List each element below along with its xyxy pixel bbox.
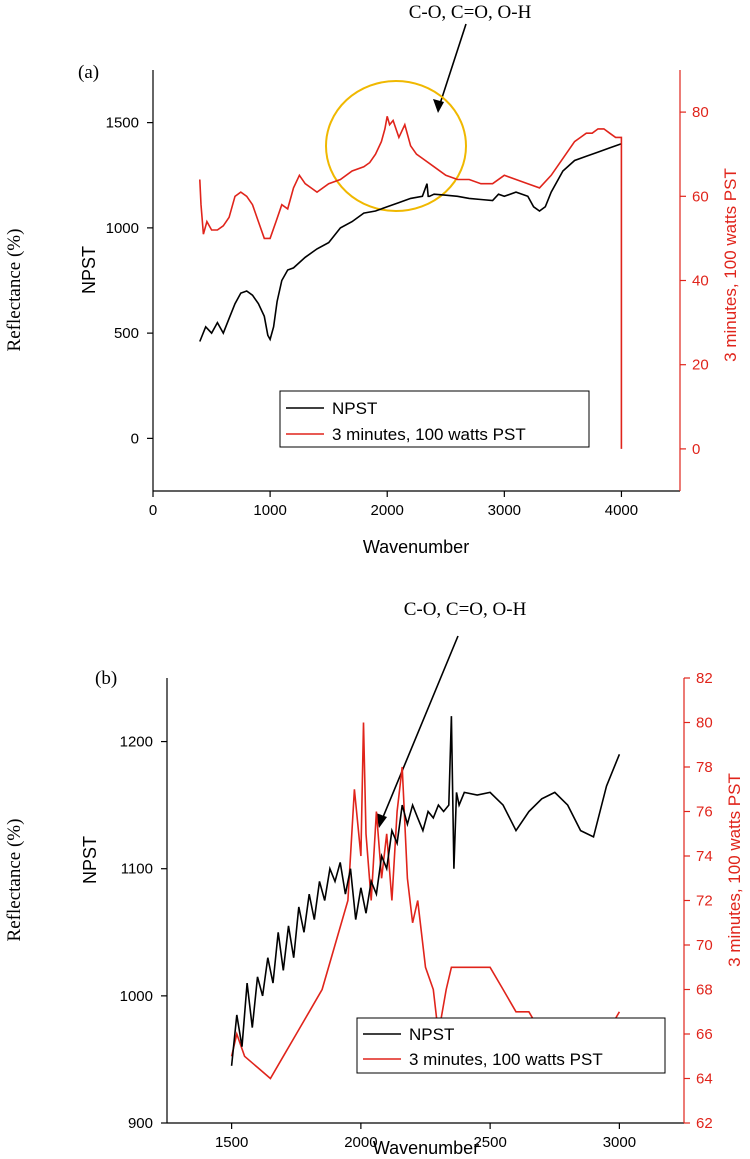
panel-a-legend: NPST 3 minutes, 100 watts PST — [279, 390, 590, 448]
panel-b-y-ticks: 900 1000 1100 1200 — [120, 734, 167, 1132]
y-tick-label: 1000 — [120, 988, 153, 1005]
y2-tick-label: 62 — [696, 1115, 713, 1132]
x-tick-label: 1500 — [215, 1134, 248, 1151]
panel-b-xlabel: Wavenumber — [373, 1138, 479, 1158]
panel-a-y2label: 3 minutes, 100 watts PST — [721, 168, 740, 362]
panel-a-pst-line — [199, 116, 623, 449]
panel-a-side-label: Reflectance (%) — [4, 229, 25, 352]
panel-a-xlabel: Wavenumber — [363, 537, 469, 557]
y2-tick-label: 0 — [692, 441, 700, 458]
panel-a-arrowhead — [433, 99, 444, 113]
y2-tick-label: 82 — [696, 670, 713, 687]
y-tick-label: 500 — [114, 325, 139, 342]
y2-tick-label: 80 — [696, 715, 713, 732]
panel-a-y-ticks: 0 500 1000 1500 — [106, 115, 153, 447]
y2-tick-label: 60 — [692, 188, 709, 205]
y2-tick-label: 66 — [696, 1026, 713, 1043]
y2-tick-label: 80 — [692, 104, 709, 121]
panel-b-annotation-arrow — [380, 635, 459, 823]
y2-tick-label: 78 — [696, 759, 713, 776]
panel-a-legend-box — [279, 390, 590, 448]
panel-b-y2-ticks: 62 64 66 68 70 72 74 76 78 80 82 — [684, 670, 713, 1132]
y2-tick-label: 74 — [696, 848, 713, 865]
y-tick-label: 1500 — [106, 115, 139, 132]
panel-a-highlight-circle — [325, 80, 467, 212]
y2-tick-label: 40 — [692, 273, 709, 290]
panel-a-legend-pst: 3 minutes, 100 watts PST — [332, 425, 526, 444]
panel-b-pst-line — [230, 722, 621, 1080]
x-tick-label: 0 — [149, 502, 157, 519]
panel-b-label: (b) — [95, 668, 117, 689]
panel-b-side-label: Reflectance (%) — [4, 819, 25, 942]
panel-b-legend: NPST 3 minutes, 100 watts PST — [356, 1017, 666, 1074]
y2-tick-label: 70 — [696, 937, 713, 954]
panel-a-legend-npst: NPST — [332, 399, 377, 418]
panel-b-legend-box — [356, 1017, 666, 1074]
y-tick-label: 1200 — [120, 734, 153, 751]
y2-tick-label: 72 — [696, 893, 713, 910]
panel-b-x-ticks: 1500 2000 2500 3000 — [215, 1123, 636, 1151]
x-tick-label: 2500 — [473, 1134, 506, 1151]
y-tick-label: 0 — [131, 430, 139, 447]
y-tick-label: 1000 — [106, 220, 139, 237]
panel-a-annotation-arrow — [437, 23, 467, 111]
y-tick-label: 1100 — [121, 861, 153, 878]
y2-tick-label: 20 — [692, 357, 709, 374]
x-tick-label: 2000 — [371, 502, 404, 519]
panel-b-npst-line — [230, 716, 621, 1066]
panel-b: (b) C-O, C=O, O-H 1500 2000 2500 3000 900 10… — [4, 599, 744, 1158]
panel-a: (a) C-O, C=O, O-H 0 1000 2000 3000 4000 0 500… — [4, 2, 740, 557]
x-tick-label: 3000 — [488, 502, 521, 519]
panel-b-arrowhead — [376, 813, 387, 828]
x-tick-label: 1000 — [253, 502, 286, 519]
panel-b-legend-pst: 3 minutes, 100 watts PST — [409, 1050, 603, 1069]
panel-b-legend-npst: NPST — [409, 1025, 454, 1044]
panel-a-y2-ticks: 0 20 40 60 80 — [680, 104, 709, 458]
y-tick-label: 900 — [128, 1115, 153, 1132]
panel-a-x-ticks: 0 1000 2000 3000 4000 — [149, 491, 638, 519]
x-tick-label: 4000 — [605, 502, 638, 519]
panel-b-annotation: C-O, C=O, O-H — [404, 599, 527, 620]
panel-a-annotation: C-O, C=O, O-H — [409, 2, 532, 23]
y2-tick-label: 64 — [696, 1071, 713, 1088]
x-tick-label: 3000 — [603, 1134, 636, 1151]
panel-a-label: (a) — [78, 62, 99, 83]
panel-a-ylabel: NPST — [79, 246, 99, 294]
panel-b-y2label: 3 minutes, 100 watts PST — [725, 773, 744, 967]
x-tick-label: 2000 — [344, 1134, 377, 1151]
panel-a-npst-line — [199, 142, 622, 342]
y2-tick-label: 76 — [696, 804, 713, 821]
panel-b-ylabel: NPST — [80, 836, 100, 884]
y2-tick-label: 68 — [696, 982, 713, 999]
